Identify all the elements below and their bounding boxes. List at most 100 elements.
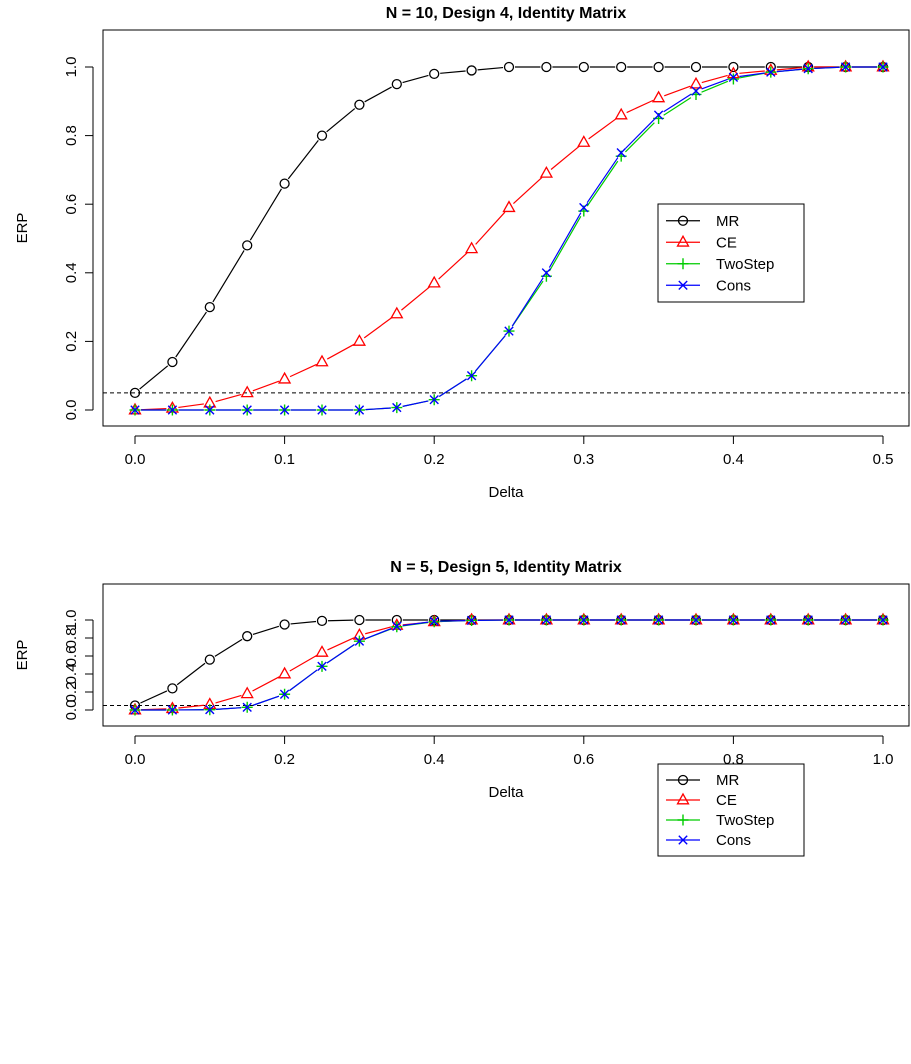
x-tick-label: 0.1 bbox=[274, 451, 295, 468]
legend-label: MR bbox=[716, 213, 739, 230]
data-point bbox=[616, 148, 626, 158]
legend-label: Cons bbox=[716, 277, 751, 294]
x-axis-title: Delta bbox=[488, 484, 524, 501]
x-tick-label: 0.0 bbox=[125, 751, 146, 768]
plot-frame bbox=[102, 583, 910, 727]
data-point bbox=[242, 240, 253, 251]
data-point bbox=[279, 619, 290, 630]
data-point bbox=[502, 200, 516, 213]
data-point bbox=[277, 371, 292, 384]
data-point bbox=[316, 130, 328, 141]
data-point bbox=[840, 62, 851, 72]
series-ce bbox=[128, 612, 890, 715]
data-point bbox=[204, 654, 215, 665]
legend-marker bbox=[676, 234, 690, 247]
legend-item: TwoStep bbox=[666, 256, 774, 273]
data-point bbox=[503, 61, 515, 73]
legend: MR CE TwoStep Cons bbox=[657, 763, 805, 857]
legend-marker bbox=[677, 258, 689, 270]
x-tick-label: 0.2 bbox=[424, 451, 445, 468]
data-point bbox=[653, 110, 664, 120]
data-point bbox=[390, 306, 404, 319]
data-point bbox=[728, 61, 739, 73]
data-point bbox=[167, 705, 178, 715]
data-point bbox=[579, 202, 589, 213]
legend-marker bbox=[678, 835, 688, 845]
data-point bbox=[316, 615, 328, 627]
x-tick-label: 1.0 bbox=[873, 751, 894, 768]
legend-item: CE bbox=[666, 792, 737, 809]
y-tick-label: 0.6 bbox=[63, 646, 80, 667]
data-point bbox=[242, 702, 252, 712]
data-point bbox=[391, 79, 402, 90]
data-point bbox=[130, 705, 140, 715]
y-tick-label: 0.0 bbox=[63, 400, 80, 421]
data-point bbox=[691, 615, 701, 625]
data-point bbox=[689, 76, 703, 89]
data-point bbox=[315, 354, 329, 367]
chart-title: N = 5, Design 5, Identity Matrix bbox=[390, 559, 622, 576]
data-point bbox=[616, 61, 627, 73]
data-point bbox=[579, 615, 589, 625]
data-point bbox=[541, 268, 552, 278]
data-point bbox=[541, 615, 552, 625]
series-line bbox=[141, 619, 877, 711]
data-point bbox=[429, 616, 439, 627]
data-point bbox=[577, 135, 591, 147]
data-point bbox=[352, 334, 367, 346]
x-axis-title: Delta bbox=[488, 784, 524, 801]
legend-label: Cons bbox=[716, 832, 751, 849]
data-point bbox=[690, 61, 702, 73]
x-tick-label: 0.3 bbox=[573, 451, 594, 468]
legend-item: CE bbox=[666, 234, 737, 251]
data-point bbox=[539, 166, 554, 178]
x-tick-label: 0.4 bbox=[723, 451, 744, 468]
legend-item: TwoStep bbox=[666, 812, 774, 829]
data-point bbox=[240, 385, 254, 398]
data-point bbox=[204, 301, 215, 313]
plot-frame bbox=[102, 29, 910, 427]
legend-marker bbox=[677, 814, 689, 826]
y-tick-label: 0.8 bbox=[63, 628, 80, 649]
x-tick-label: 0.2 bbox=[274, 751, 295, 768]
data-point bbox=[205, 405, 215, 415]
data-point bbox=[167, 683, 178, 694]
data-point bbox=[653, 615, 664, 625]
y-tick-label: 0.2 bbox=[63, 682, 80, 703]
data-point bbox=[653, 61, 664, 73]
legend-marker bbox=[677, 774, 689, 786]
data-point bbox=[205, 705, 215, 715]
y-axis-title: ERP bbox=[14, 640, 31, 671]
x-tick-label: 0.5 bbox=[873, 451, 894, 468]
x-tick-label: 0.0 bbox=[125, 451, 146, 468]
data-point bbox=[464, 241, 479, 254]
y-tick-label: 1.0 bbox=[63, 610, 80, 631]
data-point bbox=[354, 405, 365, 415]
data-point bbox=[728, 615, 739, 625]
chart-panel-bottom: N = 5, Design 5, Identity Matrix 0.0 0.2 0.… bbox=[14, 559, 910, 857]
data-point bbox=[878, 62, 888, 72]
data-point bbox=[578, 61, 589, 73]
data-point bbox=[466, 371, 477, 381]
data-point bbox=[466, 615, 477, 626]
data-point bbox=[429, 395, 439, 405]
legend-label: CE bbox=[716, 792, 737, 809]
data-point bbox=[691, 86, 701, 96]
legend-label: CE bbox=[716, 234, 737, 251]
series-cons bbox=[130, 62, 888, 415]
legend-marker bbox=[676, 792, 690, 805]
y-tick-label: 0.2 bbox=[63, 331, 80, 352]
data-point bbox=[728, 72, 739, 82]
y-tick-label: 0.4 bbox=[63, 262, 80, 283]
data-point bbox=[167, 405, 178, 415]
x-tick-label: 0.6 bbox=[573, 751, 594, 768]
data-point bbox=[840, 615, 851, 625]
series-mr bbox=[129, 614, 889, 711]
data-point bbox=[651, 90, 666, 103]
data-point bbox=[392, 621, 402, 631]
series-line bbox=[140, 66, 877, 411]
data-point bbox=[354, 614, 365, 626]
series-twostep bbox=[129, 614, 889, 716]
series-cons bbox=[130, 615, 888, 715]
